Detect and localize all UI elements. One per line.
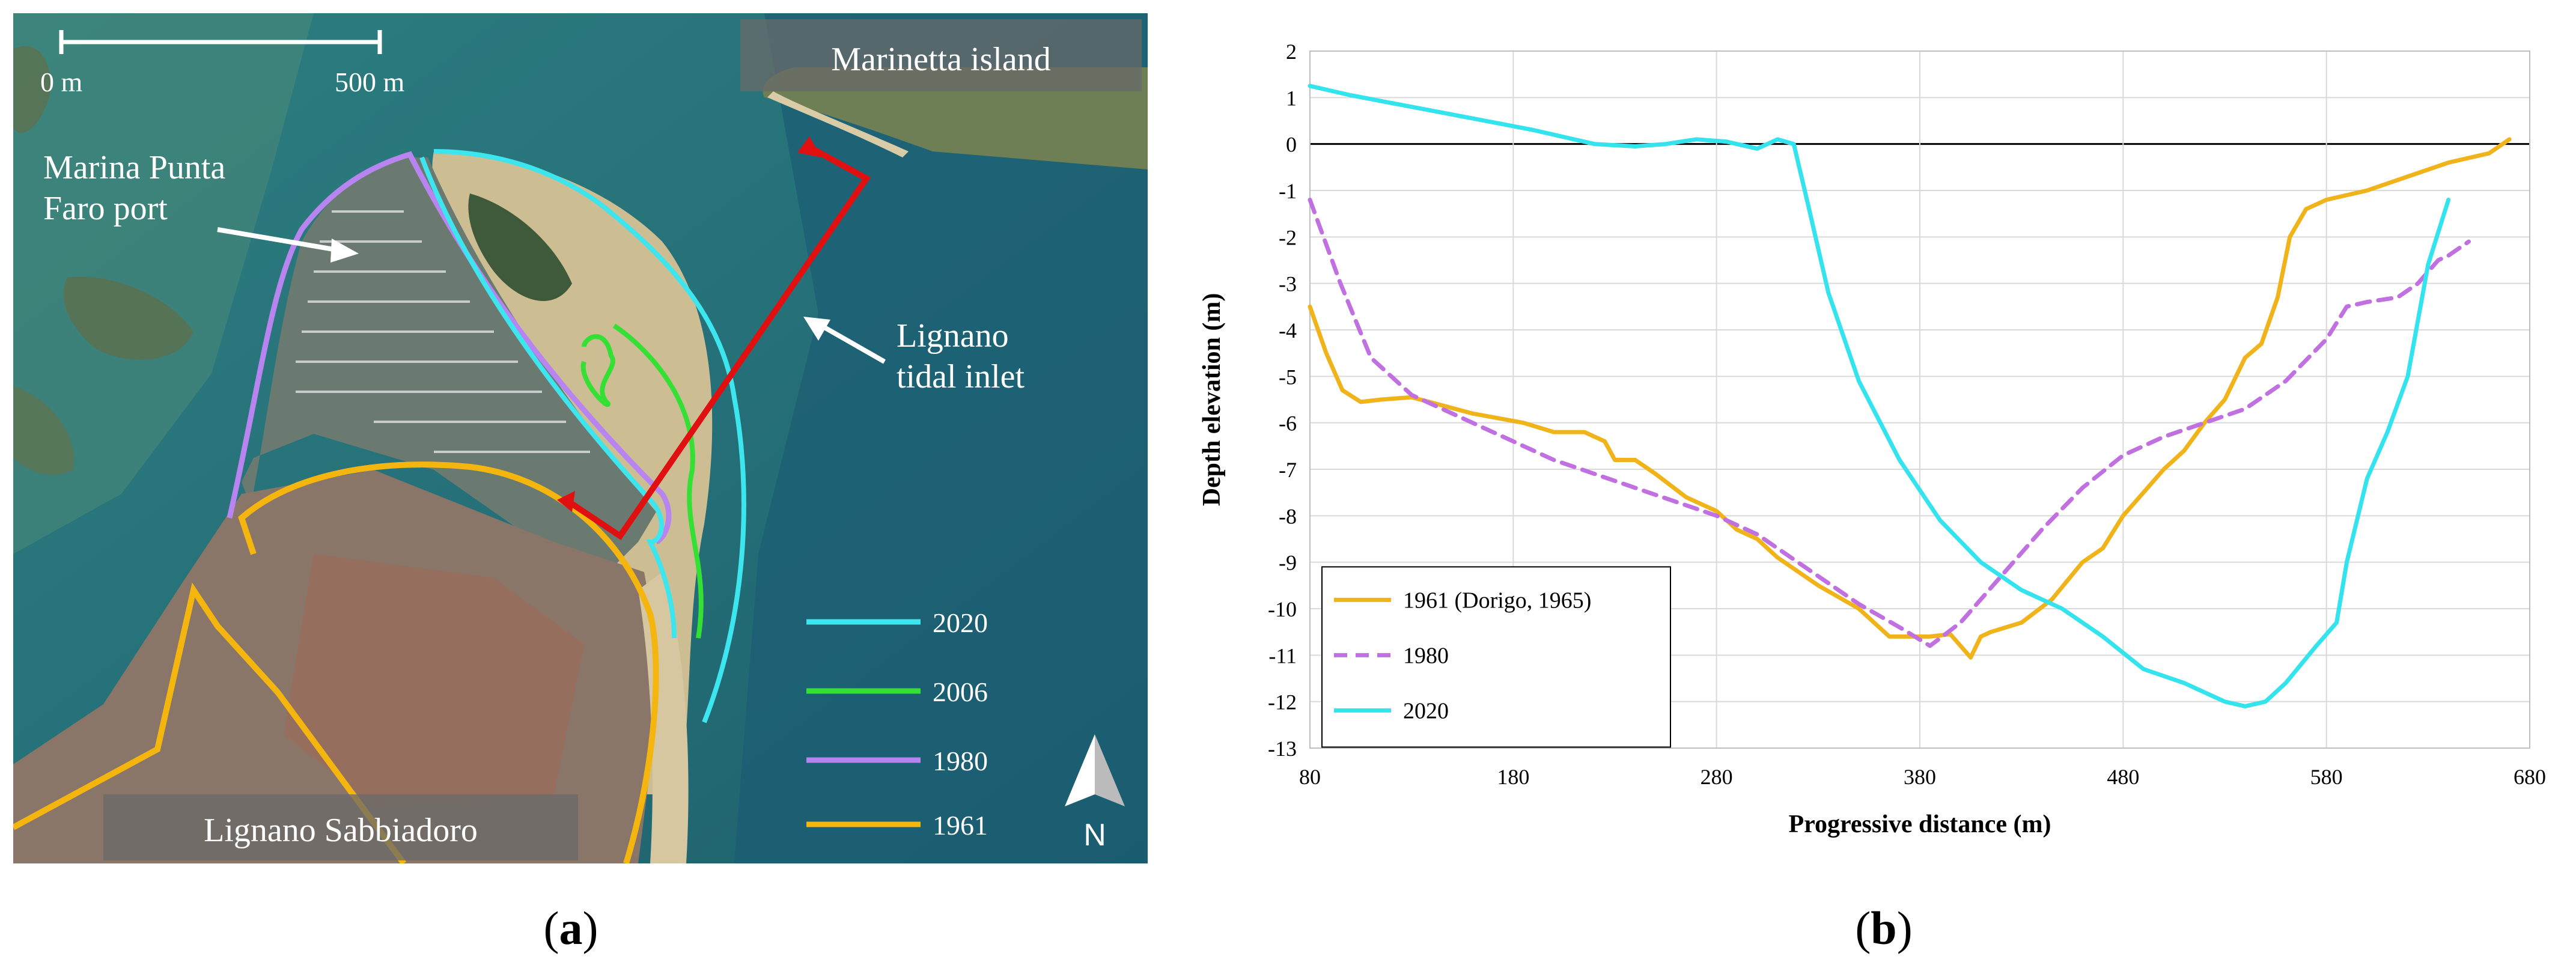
y-tick-label: 0	[1286, 133, 1297, 157]
y-tick-label: -10	[1268, 597, 1297, 621]
chart-axes	[1309, 50, 2530, 749]
town-roofs	[284, 554, 584, 806]
y-tick-label: -11	[1268, 644, 1297, 668]
x-tick-label: 580	[2310, 765, 2343, 789]
shoreline-1980	[227, 151, 672, 545]
y-tick-label: -4	[1279, 318, 1297, 342]
inlet-arrow	[803, 317, 886, 364]
chart-series	[1308, 84, 2512, 708]
caption-a: (a)	[543, 902, 598, 954]
shoreline-1961	[13, 461, 659, 863]
marsh-island	[13, 46, 50, 133]
marinetta-label: Marinetta island	[831, 41, 1050, 78]
y-tick-label: 2	[1286, 40, 1297, 64]
beach-strip	[638, 572, 689, 863]
marinetta-island	[763, 67, 1148, 169]
legend-label-1980: 1980	[933, 746, 988, 776]
caption-b: (b)	[1855, 902, 1913, 954]
x-tick-label: 80	[1299, 765, 1321, 789]
legend-label: 1980	[1403, 643, 1449, 668]
marina-berths	[296, 210, 590, 453]
x-tick-label: 280	[1701, 765, 1733, 789]
series-line-2020	[1308, 84, 2451, 708]
y-tick-label: -1	[1279, 179, 1297, 203]
y-tick-label: -12	[1268, 690, 1297, 714]
map-legend: 2020 2006 1980 1961	[806, 607, 988, 841]
x-tick-label: 380	[1904, 765, 1936, 789]
y-tick-label: -5	[1279, 365, 1297, 389]
legend-label-1961: 1961	[933, 810, 988, 841]
satellite-map: 0 m 500 m Marinetta island Marina Punta F…	[13, 13, 1148, 863]
y-axis-title: Depth elevation (m)	[1198, 293, 1226, 507]
shoreline-2006	[580, 323, 704, 639]
series-line-1980	[1308, 198, 2471, 648]
lagoon-water	[13, 13, 314, 554]
scale-end-label: 500 m	[335, 67, 405, 97]
marina-arrow	[217, 227, 359, 263]
plot-border	[1309, 50, 2530, 749]
profile-line	[564, 142, 871, 540]
chart-legend: 1961 (Dorigo, 1965) 1980 2020	[1321, 566, 1671, 748]
y-tick-label: 1	[1286, 86, 1297, 110]
legend-label-2006: 2006	[933, 677, 988, 707]
town-label-box	[103, 794, 578, 860]
x-tick-label: 680	[2514, 765, 2546, 789]
x-tick-label: 480	[2107, 765, 2139, 789]
y-tick-label: -7	[1279, 458, 1297, 482]
marinetta-beach	[767, 91, 909, 157]
marsh-island	[13, 386, 75, 475]
x-tick-label: 180	[1497, 765, 1529, 789]
y-tick-label: -9	[1279, 551, 1297, 575]
legend-label: 1961 (Dorigo, 1965)	[1403, 588, 1591, 613]
town-label: Lignano Sabbiadoro	[204, 812, 478, 849]
north-label: N	[1083, 818, 1106, 853]
x-axis-title: Progressive distance (m)	[1788, 811, 2051, 838]
legend-label-2020: 2020	[933, 607, 988, 638]
open-sea	[734, 13, 1148, 863]
sand-spit-vegetation	[468, 193, 572, 301]
caption-b-letter: b	[1871, 902, 1897, 954]
y-tick-label: -2	[1279, 225, 1297, 249]
y-tick-label: -13	[1268, 737, 1297, 761]
scale-start-label: 0 m	[40, 67, 83, 97]
y-tick-label: -6	[1279, 412, 1297, 436]
marina-label: Marina Punta Faro port	[43, 149, 225, 227]
legend-label: 2020	[1403, 698, 1449, 723]
series-line-1961	[1308, 137, 2512, 660]
marsh-island	[63, 276, 193, 360]
shoreline-2020	[419, 149, 746, 723]
caption-a-letter: a	[559, 902, 583, 954]
north-arrow-icon: N	[1065, 734, 1125, 853]
inlet-label: Lignano tidal inlet	[897, 317, 1025, 395]
y-tick-label: -3	[1279, 272, 1297, 296]
scale-bar	[59, 30, 382, 54]
y-tick-label: -8	[1279, 504, 1297, 528]
marinetta-label-box	[740, 19, 1142, 91]
